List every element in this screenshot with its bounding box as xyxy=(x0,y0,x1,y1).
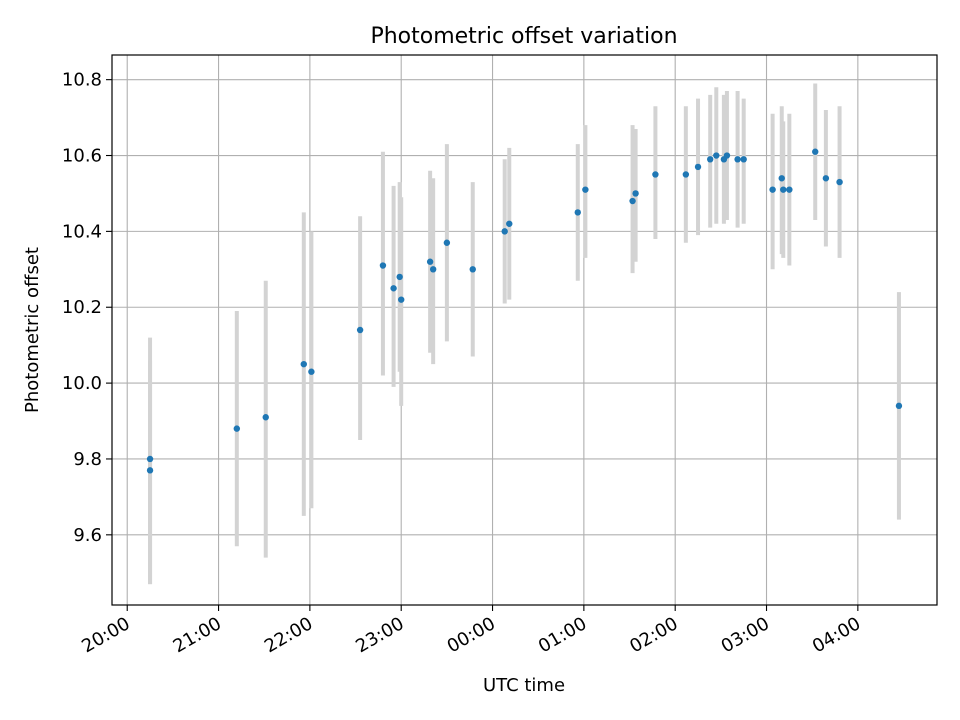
data-point xyxy=(262,414,269,421)
x-tick-label: 22:00 xyxy=(261,613,316,657)
x-tick-label: 20:00 xyxy=(78,613,133,657)
data-point xyxy=(734,156,741,163)
data-point xyxy=(300,360,307,368)
y-axis-ticks: 9.6 9.8 10.0 10.2 10.4 10.6 10.8 xyxy=(62,70,112,546)
y-tick-label: 10.4 xyxy=(62,221,102,242)
data-point xyxy=(426,258,434,265)
y-tick-label: 10.0 xyxy=(62,373,102,394)
plot-frame xyxy=(111,54,938,606)
data-point xyxy=(308,368,315,375)
data-point xyxy=(786,186,793,193)
data-point xyxy=(629,197,636,205)
data-point xyxy=(652,171,659,178)
data-point xyxy=(398,296,405,303)
data-point xyxy=(146,455,154,463)
x-tick-label: 01:00 xyxy=(535,613,590,657)
data-point xyxy=(356,326,364,334)
y-tick-label: 9.6 xyxy=(73,525,102,546)
x-tick-label: 04:00 xyxy=(809,613,864,657)
data-point xyxy=(146,467,154,474)
data-points xyxy=(146,148,903,474)
data-point xyxy=(822,175,830,182)
x-tick-label: 21:00 xyxy=(170,613,225,657)
data-point xyxy=(707,156,714,163)
data-point xyxy=(574,209,581,216)
data-point xyxy=(233,425,241,432)
data-point xyxy=(379,262,387,269)
y-tick-label: 10.2 xyxy=(62,297,102,318)
data-point xyxy=(682,171,690,178)
data-point xyxy=(396,273,403,281)
data-point xyxy=(501,228,508,235)
data-point xyxy=(469,266,476,273)
data-point xyxy=(429,266,437,273)
data-point xyxy=(812,148,819,155)
data-point xyxy=(778,175,785,182)
data-point xyxy=(780,186,787,193)
x-tick-label: 03:00 xyxy=(718,613,773,657)
data-point xyxy=(723,152,731,159)
x-axis-ticks: 20:00 21:00 22:00 23:00 00:00 01:00 02:00 03:00… xyxy=(78,605,864,657)
data-point xyxy=(582,186,589,193)
data-point xyxy=(506,220,513,227)
data-point xyxy=(390,285,397,292)
data-point xyxy=(740,156,747,163)
data-point xyxy=(895,402,903,410)
x-tick-label: 23:00 xyxy=(352,613,407,657)
data-point xyxy=(632,190,639,197)
data-point xyxy=(836,178,843,186)
data-point xyxy=(769,186,776,193)
error-bars xyxy=(148,83,901,585)
y-axis-label: Photometric offset xyxy=(22,247,43,413)
y-tick-label: 10.8 xyxy=(62,70,102,91)
chart-title: Photometric offset variation xyxy=(370,24,677,49)
data-point xyxy=(443,239,451,246)
x-axis-label: UTC time xyxy=(483,675,565,696)
y-tick-label: 10.6 xyxy=(62,146,102,167)
grid xyxy=(112,55,937,605)
y-tick-label: 9.8 xyxy=(73,449,102,470)
data-point xyxy=(694,163,702,171)
x-tick-label: 00:00 xyxy=(444,613,499,657)
data-point xyxy=(713,152,720,159)
x-tick-label: 02:00 xyxy=(626,613,681,657)
